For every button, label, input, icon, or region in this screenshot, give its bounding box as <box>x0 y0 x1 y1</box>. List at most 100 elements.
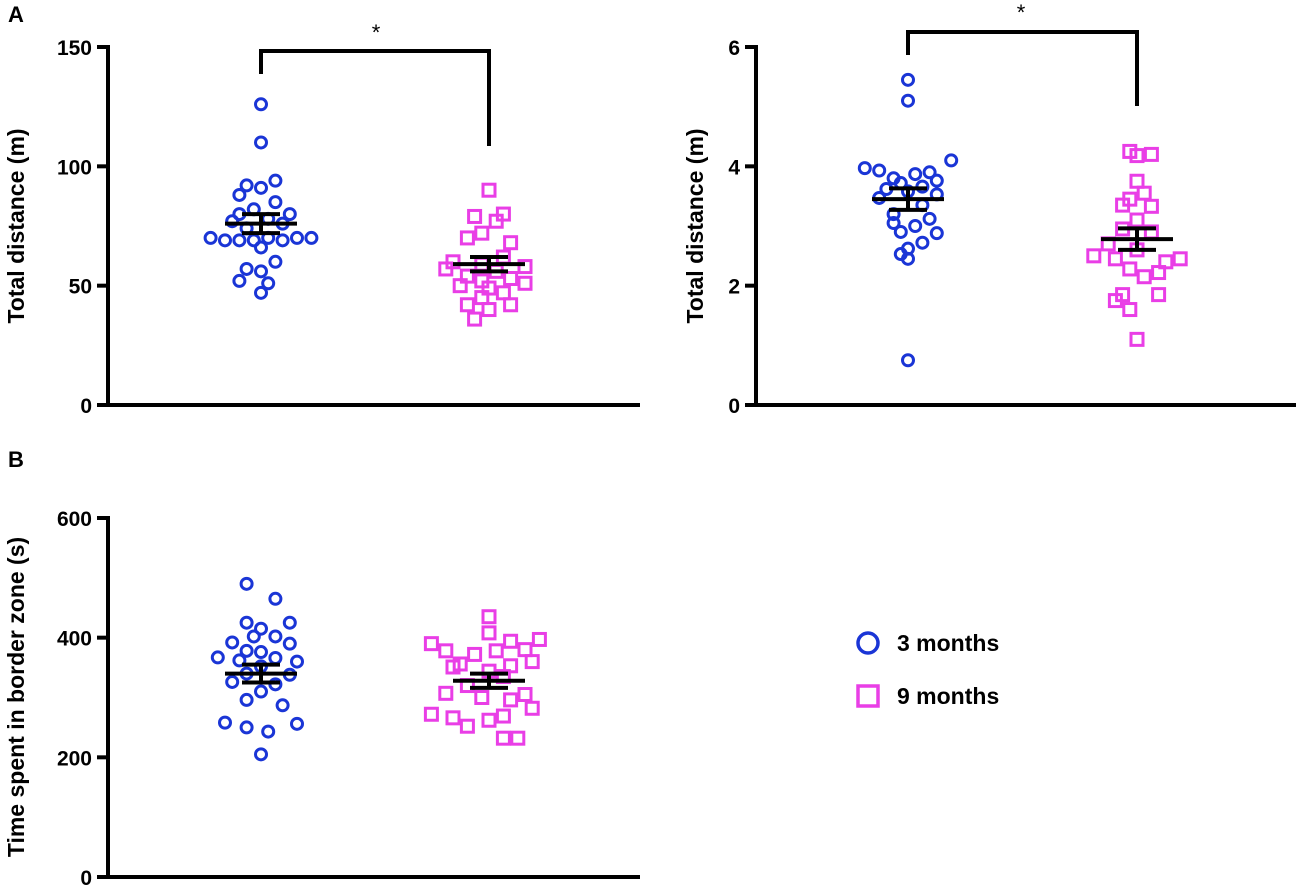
data-point <box>210 650 225 665</box>
y-tick-label: 0 <box>80 395 92 418</box>
data-point <box>261 724 276 739</box>
data-point <box>481 625 497 641</box>
data-point <box>488 213 504 229</box>
data-point <box>452 278 468 294</box>
data-point <box>922 165 937 180</box>
y-tick-label: 100 <box>57 156 92 179</box>
y-tick-label: 0 <box>80 867 92 890</box>
data-point <box>254 135 268 150</box>
data-point <box>531 631 547 647</box>
data-point <box>1107 251 1123 267</box>
data-point <box>438 685 454 701</box>
series-3-months <box>210 576 304 762</box>
data-point <box>218 233 232 248</box>
panel-a-right-chart: 0 2 4 6 Total distance (m) * <box>682 0 1296 418</box>
data-point <box>203 230 218 245</box>
data-point <box>1129 331 1145 347</box>
data-point <box>1086 248 1102 264</box>
significance-star: * <box>1017 0 1026 25</box>
data-point <box>1151 287 1167 303</box>
data-point <box>254 97 268 112</box>
data-point <box>268 629 283 644</box>
data-point <box>268 195 283 210</box>
data-point <box>232 187 247 202</box>
data-point <box>239 692 254 707</box>
data-point <box>239 720 254 735</box>
data-point <box>290 716 304 731</box>
y-tick-label: 600 <box>57 508 92 531</box>
y-tick-label: 200 <box>57 747 92 770</box>
data-point <box>459 718 475 734</box>
charts-layer: 0 50 100 150 Total distance (m) * 0 2 4 6 Total di… <box>3 0 1296 890</box>
data-point <box>488 643 504 659</box>
data-point <box>901 72 915 87</box>
data-point <box>261 276 276 291</box>
data-point <box>239 643 254 658</box>
data-point <box>423 706 439 722</box>
data-point <box>445 659 461 675</box>
data-point <box>503 633 519 649</box>
y-tick-label: 0 <box>728 395 740 418</box>
data-point <box>282 615 297 630</box>
data-point <box>459 297 475 313</box>
data-point <box>495 285 511 301</box>
data-point <box>445 710 461 726</box>
data-point <box>254 747 268 762</box>
data-point <box>467 208 483 224</box>
data-point <box>459 230 475 246</box>
data-point <box>929 173 944 188</box>
y-tick-label: 2 <box>728 276 740 299</box>
series-9-months <box>1086 143 1188 347</box>
data-point <box>438 261 454 277</box>
data-point <box>474 225 490 241</box>
data-point <box>254 621 268 636</box>
panel-label-a: A <box>8 2 24 27</box>
data-point <box>901 251 915 266</box>
data-point <box>1136 185 1152 201</box>
panel-label-b: B <box>8 447 24 472</box>
y-tick-label: 4 <box>728 156 740 179</box>
data-point <box>517 275 533 291</box>
legend-square-icon <box>856 684 880 708</box>
data-point <box>857 161 872 176</box>
data-point <box>254 180 268 195</box>
legend: 3 months 9 months <box>856 630 999 709</box>
series-3-months <box>203 97 319 300</box>
data-point <box>495 708 511 724</box>
data-point <box>232 653 247 668</box>
data-point <box>481 182 497 198</box>
data-point <box>481 302 497 318</box>
data-point <box>893 224 908 239</box>
data-point <box>1143 198 1159 214</box>
data-point <box>1151 265 1167 281</box>
data-point <box>524 654 540 670</box>
data-point <box>423 636 439 652</box>
data-point <box>495 730 511 746</box>
significance-bracket <box>906 30 1139 106</box>
data-point <box>503 692 519 708</box>
data-point <box>510 730 526 746</box>
data-point <box>481 609 497 625</box>
legend-label-9-months: 9 months <box>897 683 999 709</box>
data-point <box>268 651 283 666</box>
data-point <box>1107 293 1123 309</box>
significance-star: * <box>372 20 381 45</box>
data-point <box>474 690 490 705</box>
series-9-months <box>423 609 547 746</box>
data-point <box>517 259 533 275</box>
data-point <box>218 715 232 730</box>
panel-b-chart: 0 200 400 600 Time spent in border zone (s) <box>3 508 640 890</box>
data-point <box>1143 146 1159 162</box>
data-point <box>1122 261 1138 277</box>
y-tick-label: 400 <box>57 628 92 651</box>
data-point <box>254 285 268 300</box>
data-point <box>908 219 923 233</box>
significance-bracket <box>259 49 491 146</box>
data-point <box>254 264 268 279</box>
data-point <box>268 173 283 188</box>
data-point <box>481 712 497 728</box>
data-point <box>254 645 268 660</box>
y-tick-label: 150 <box>57 37 92 60</box>
data-point <box>254 240 268 255</box>
y-axis-label: Time spent in border zone (s) <box>3 537 29 857</box>
